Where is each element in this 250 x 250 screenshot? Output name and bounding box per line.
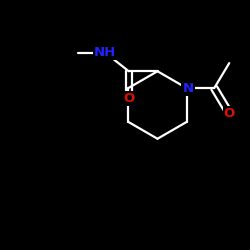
Text: O: O — [224, 106, 235, 120]
Text: O: O — [123, 92, 134, 105]
Text: NH: NH — [94, 46, 116, 59]
Text: N: N — [182, 82, 194, 94]
